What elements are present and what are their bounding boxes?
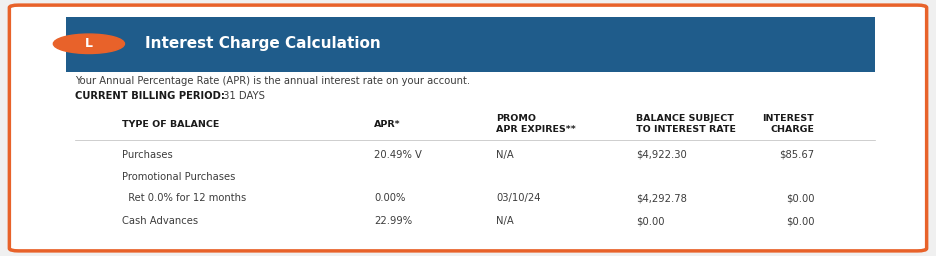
Text: Purchases: Purchases: [122, 150, 172, 160]
Text: $85.67: $85.67: [779, 150, 814, 160]
Text: $0.00: $0.00: [786, 193, 814, 204]
Text: BALANCE SUBJECT
TO INTEREST RATE: BALANCE SUBJECT TO INTEREST RATE: [636, 114, 737, 134]
Text: N/A: N/A: [496, 216, 514, 227]
Text: Ret 0.0% for 12 months: Ret 0.0% for 12 months: [122, 193, 246, 204]
Text: 31 DAYS: 31 DAYS: [220, 91, 265, 101]
Text: INTEREST
CHARGE: INTEREST CHARGE: [763, 114, 814, 134]
Text: 03/10/24: 03/10/24: [496, 193, 541, 204]
Text: TYPE OF BALANCE: TYPE OF BALANCE: [122, 120, 219, 129]
Text: PROMO
APR EXPIRES**: PROMO APR EXPIRES**: [496, 114, 576, 134]
Text: 0.00%: 0.00%: [374, 193, 406, 204]
Text: Cash Advances: Cash Advances: [122, 216, 197, 227]
Text: L: L: [85, 37, 93, 50]
Text: 22.99%: 22.99%: [374, 216, 413, 227]
Text: $0.00: $0.00: [636, 216, 665, 227]
Text: N/A: N/A: [496, 150, 514, 160]
Circle shape: [53, 34, 124, 54]
Text: CURRENT BILLING PERIOD:: CURRENT BILLING PERIOD:: [75, 91, 225, 101]
Text: Promotional Purchases: Promotional Purchases: [122, 172, 235, 182]
Text: $4,922.30: $4,922.30: [636, 150, 687, 160]
FancyBboxPatch shape: [9, 5, 927, 251]
Text: 20.49% V: 20.49% V: [374, 150, 422, 160]
Text: $0.00: $0.00: [786, 216, 814, 227]
FancyBboxPatch shape: [66, 17, 875, 72]
Text: Your Annual Percentage Rate (APR) is the annual interest rate on your account.: Your Annual Percentage Rate (APR) is the…: [75, 76, 470, 86]
Text: APR*: APR*: [374, 120, 401, 129]
Text: Interest Charge Calculation: Interest Charge Calculation: [145, 36, 381, 51]
Text: $4,292.78: $4,292.78: [636, 193, 687, 204]
